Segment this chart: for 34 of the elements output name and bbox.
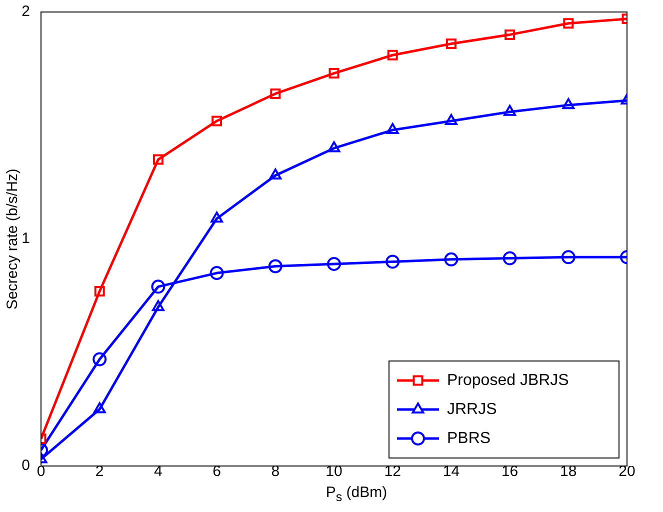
y-axis-title: Secrecy rate (b/s/Hz) [4, 168, 22, 310]
point [446, 38, 456, 50]
point [269, 168, 282, 180]
point [328, 141, 340, 152]
point [502, 251, 517, 266]
point [93, 402, 106, 414]
point [152, 154, 164, 165]
point [562, 98, 575, 110]
point [563, 18, 574, 29]
point [152, 300, 164, 312]
point [268, 259, 282, 274]
point [445, 114, 458, 125]
point [504, 104, 516, 116]
point [212, 116, 222, 126]
point [92, 352, 107, 366]
y-tick-label: 1 [22, 230, 30, 248]
point [386, 254, 400, 269]
legend-label: JRRJS [447, 400, 497, 418]
point [210, 266, 224, 280]
point [444, 252, 458, 266]
point [327, 256, 341, 271]
legend-label: Proposed JBRJS [447, 372, 569, 389]
point [386, 123, 399, 134]
point [270, 88, 281, 99]
point [328, 68, 340, 79]
x-axis-title: P$_{s}$ (dBm) [324, 484, 388, 504]
point [210, 212, 223, 223]
point [561, 250, 576, 264]
point [504, 29, 516, 40]
point [387, 50, 398, 60]
y-tick-label: 2 [22, 3, 30, 20]
point [151, 280, 166, 294]
legend-label: PBRS [447, 430, 491, 447]
point [94, 286, 105, 296]
